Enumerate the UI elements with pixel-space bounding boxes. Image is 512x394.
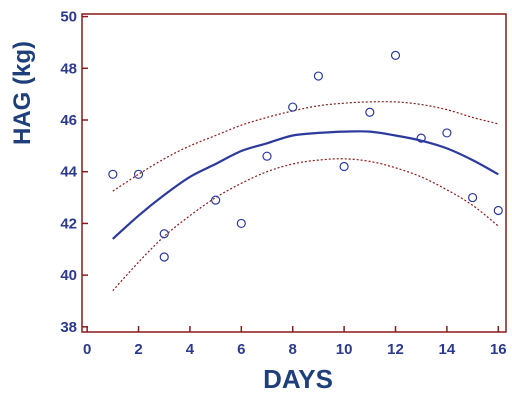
data-point xyxy=(108,169,118,179)
x-tick-label: 12 xyxy=(387,341,404,358)
data-point xyxy=(133,169,144,179)
data-point xyxy=(365,107,375,117)
y-tick-label: 40 xyxy=(60,267,77,284)
data-point xyxy=(313,71,324,81)
data-point xyxy=(390,50,401,60)
x-axis: 0 2 4 6 8 10 12 14 16 xyxy=(83,326,507,358)
y-axis-title: HAG (kg) xyxy=(9,41,36,145)
y-tick-label: 42 xyxy=(60,215,77,232)
data-point xyxy=(442,128,452,138)
data-point xyxy=(416,133,426,143)
data-point xyxy=(236,218,246,229)
x-axis-title: DAYS xyxy=(263,364,333,394)
data-point xyxy=(339,161,349,172)
x-tick-label: 0 xyxy=(83,341,91,358)
x-tick-label: 4 xyxy=(186,341,195,358)
data-points xyxy=(108,50,503,262)
y-tick-label: 44 xyxy=(60,164,77,181)
y-tick-label: 48 xyxy=(60,60,77,77)
y-tick-label: 50 xyxy=(60,9,77,26)
x-tick-label: 6 xyxy=(237,341,245,358)
plot-frame xyxy=(81,13,507,333)
data-point xyxy=(467,192,478,203)
data-point xyxy=(159,252,169,262)
x-tick-label: 10 xyxy=(336,341,353,358)
data-point xyxy=(262,151,272,161)
confidence-band-lower xyxy=(112,158,499,292)
x-tick-label: 2 xyxy=(134,341,142,358)
confidence-band-upper xyxy=(112,101,499,192)
y-tick-label: 38 xyxy=(60,319,77,336)
regression-curve xyxy=(112,130,499,240)
data-point xyxy=(493,205,503,216)
y-tick-label: 46 xyxy=(60,112,77,129)
data-point xyxy=(159,229,169,239)
data-point xyxy=(288,102,298,112)
y-axis: 38 40 42 44 46 48 50 xyxy=(60,9,88,336)
x-tick-label: 16 xyxy=(490,341,507,358)
x-tick-label: 14 xyxy=(439,341,456,358)
data-point xyxy=(211,195,221,205)
x-tick-label: 8 xyxy=(289,341,297,358)
